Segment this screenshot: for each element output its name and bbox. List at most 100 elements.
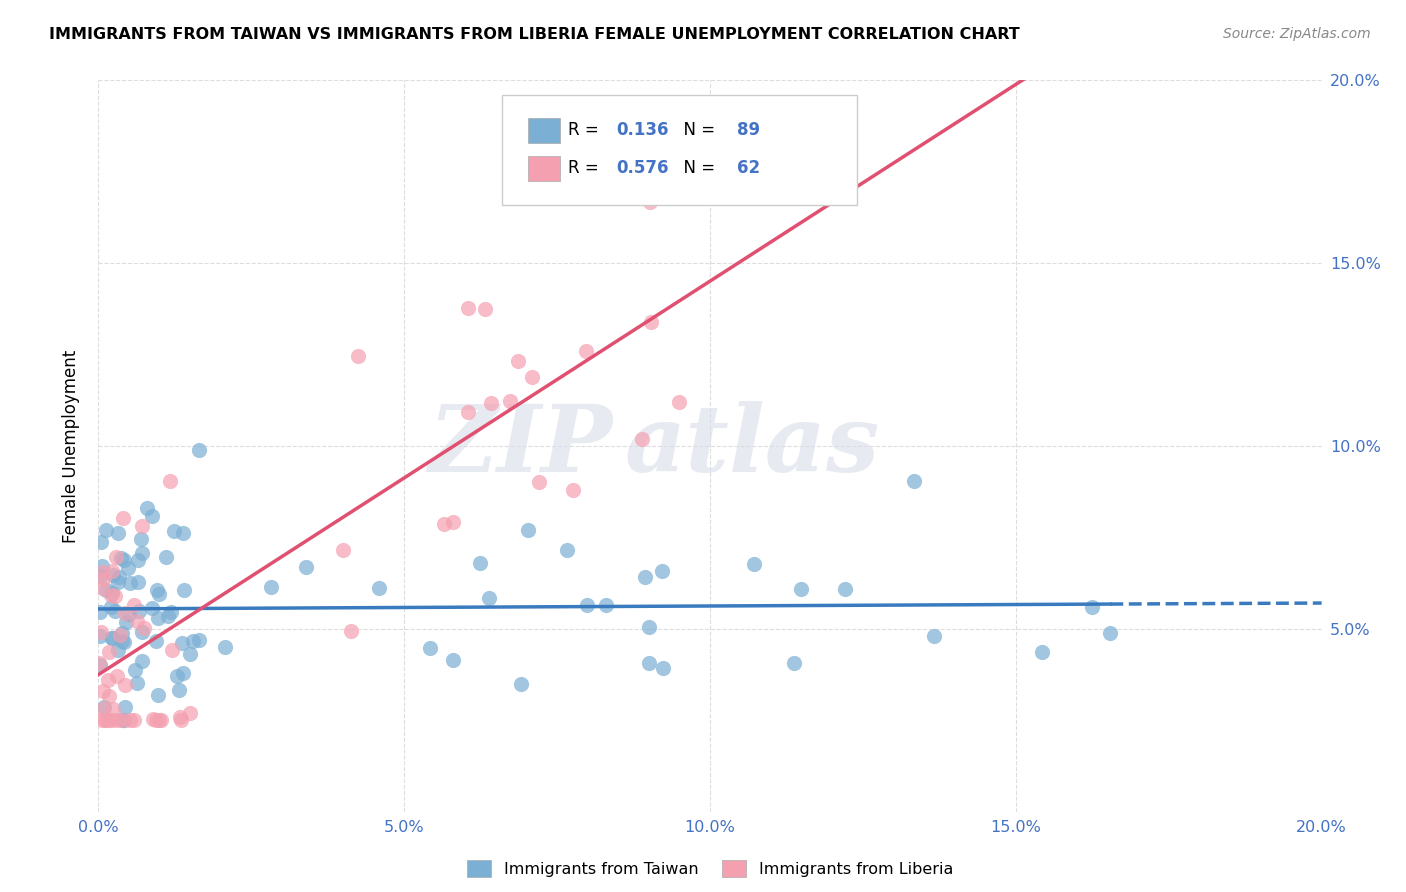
Point	[179, 648, 201, 662]
Text: N =: N =	[673, 121, 721, 139]
Point	[91, 581, 114, 595]
Point	[98, 714, 121, 728]
Point	[96, 713, 118, 727]
Point	[97, 689, 120, 703]
Point	[149, 714, 172, 728]
Point	[575, 343, 598, 358]
Point	[101, 632, 124, 646]
FancyBboxPatch shape	[527, 155, 560, 180]
Text: 0.136: 0.136	[616, 121, 668, 139]
Point	[112, 714, 135, 728]
Point	[101, 568, 124, 582]
Point	[441, 515, 464, 529]
Point	[107, 569, 129, 583]
Point	[101, 586, 124, 600]
Point	[173, 583, 195, 598]
Text: 62: 62	[737, 159, 761, 177]
Point	[94, 523, 117, 537]
FancyBboxPatch shape	[527, 118, 560, 143]
Point	[924, 630, 946, 644]
Point	[651, 564, 673, 578]
Point	[107, 642, 129, 657]
Point	[93, 700, 115, 714]
Point	[90, 714, 112, 728]
Point	[94, 582, 117, 597]
Point	[148, 714, 170, 728]
Point	[91, 566, 114, 580]
Point	[118, 607, 141, 622]
Point	[1031, 644, 1053, 658]
Point	[101, 564, 124, 578]
Point	[187, 442, 209, 457]
Point	[100, 588, 122, 602]
Point	[91, 684, 114, 698]
Point	[107, 714, 129, 728]
Point	[122, 714, 145, 728]
Point	[631, 433, 654, 447]
Point	[156, 609, 179, 624]
Point	[638, 195, 661, 210]
Point	[479, 396, 502, 410]
Point	[169, 710, 191, 724]
Point	[170, 636, 193, 650]
Point	[87, 656, 110, 670]
Point	[135, 500, 157, 515]
Point	[114, 615, 136, 629]
Point	[499, 393, 522, 408]
Point	[834, 582, 856, 596]
Point	[131, 624, 153, 639]
Point	[652, 660, 675, 674]
Point	[595, 598, 617, 612]
Point	[433, 517, 456, 532]
Point	[112, 510, 135, 524]
Point	[110, 551, 132, 566]
Point	[368, 581, 391, 595]
Point	[91, 572, 114, 586]
Point	[101, 631, 124, 645]
Point	[90, 625, 112, 640]
Point	[295, 560, 318, 574]
Point	[104, 589, 127, 603]
Point	[112, 553, 135, 567]
Text: IMMIGRANTS FROM TAIWAN VS IMMIGRANTS FROM LIBERIA FEMALE UNEMPLOYMENT CORRELATIO: IMMIGRANTS FROM TAIWAN VS IMMIGRANTS FRO…	[49, 27, 1019, 42]
Point	[172, 665, 194, 680]
Point	[668, 395, 690, 409]
Point	[114, 606, 136, 620]
Point	[89, 605, 111, 619]
Point	[903, 474, 925, 488]
Point	[111, 626, 134, 640]
Point	[132, 621, 155, 635]
Point	[607, 164, 630, 178]
Point	[148, 587, 170, 601]
Point	[122, 598, 145, 612]
Point	[522, 370, 544, 384]
Legend: Immigrants from Taiwan, Immigrants from Liberia: Immigrants from Taiwan, Immigrants from …	[467, 860, 953, 877]
Point	[131, 654, 153, 668]
Point	[506, 354, 529, 368]
Point	[100, 599, 122, 614]
Point	[457, 405, 479, 419]
Point	[170, 714, 193, 728]
Point	[107, 575, 129, 590]
Point	[163, 524, 186, 539]
Point	[517, 523, 540, 537]
Point	[1081, 600, 1104, 615]
Point	[108, 628, 131, 642]
Point	[141, 601, 163, 615]
Point	[101, 702, 124, 716]
Point	[89, 569, 111, 583]
Point	[129, 532, 152, 546]
Point	[166, 669, 188, 683]
Point	[146, 583, 169, 598]
Point	[131, 518, 153, 533]
Point	[127, 575, 149, 590]
Point	[1099, 626, 1122, 640]
Text: R =: R =	[568, 121, 605, 139]
Point	[638, 656, 661, 670]
Point	[155, 549, 177, 564]
Point	[107, 526, 129, 541]
Point	[105, 669, 128, 683]
Point	[470, 556, 492, 570]
Point	[159, 605, 181, 619]
Point	[120, 714, 142, 728]
